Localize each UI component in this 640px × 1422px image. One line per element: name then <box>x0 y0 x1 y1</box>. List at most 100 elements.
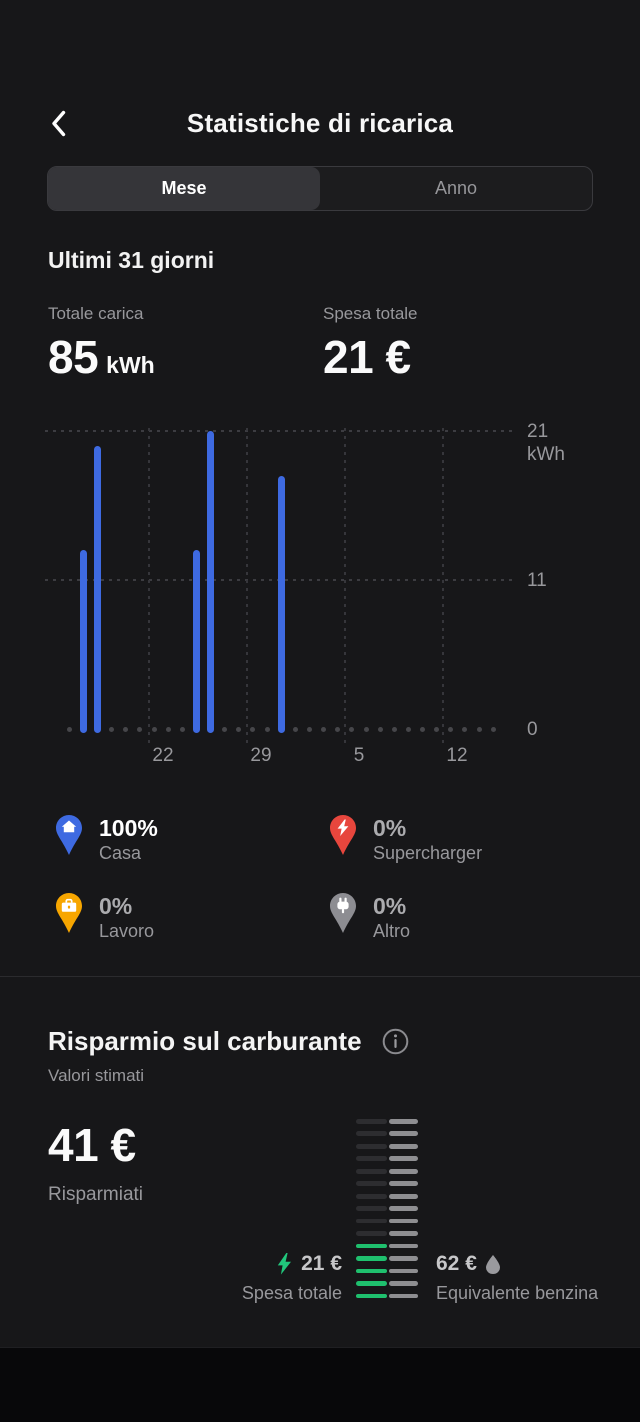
gasoline-cost-value: 62 € <box>436 1252 477 1275</box>
fuel-savings-subtitle: Valori stimati <box>48 1066 145 1085</box>
legend-item-lavoro: 0% Lavoro <box>56 893 154 943</box>
legend-item-casa: 100% Casa <box>56 815 158 865</box>
electric-cost-label: Spesa totale <box>241 1283 342 1303</box>
gauge-segment-electric <box>356 1156 387 1162</box>
legend-supercharger-percent: 0% <box>373 815 407 841</box>
period-title: Ultimi 31 giorni <box>48 247 215 273</box>
gauge-segment-gasoline <box>389 1168 418 1174</box>
gauge-segment-electric <box>356 1143 387 1149</box>
day-dot <box>420 726 426 732</box>
gauge-segment-electric <box>356 1168 387 1174</box>
period-segmented-control: Mese Anno <box>47 166 593 211</box>
gasoline-cost-row: 62 € <box>436 1252 500 1276</box>
x-axis-tick: 22 <box>152 745 174 766</box>
day-dot <box>236 726 242 732</box>
gauge-segment-electric <box>356 1206 387 1211</box>
day-dot <box>137 726 143 732</box>
gauge-segment-gasoline <box>389 1268 418 1274</box>
gauge-segment-gasoline <box>389 1131 418 1137</box>
day-dot <box>321 726 327 732</box>
gauge-segment-gasoline <box>389 1231 418 1236</box>
x-gridline <box>442 428 444 744</box>
gauge-segment-gasoline <box>389 1281 418 1286</box>
total-charge-value: 85 <box>48 331 99 383</box>
total-cost-label: Spesa totale <box>323 304 418 323</box>
y-axis-tick: 0 <box>527 719 538 740</box>
electric-cost-row: 21 € <box>142 1252 342 1276</box>
day-dot <box>250 726 256 732</box>
day-dot <box>377 726 383 732</box>
legend-lavoro-label: Lavoro <box>99 921 155 941</box>
page-title: Statistiche di ricarica <box>186 108 454 138</box>
x-gridline <box>344 428 346 744</box>
x-axis-tick: 29 <box>250 745 272 766</box>
total-charge-stat: Totale carica 85 kWh <box>48 304 155 380</box>
tab-anno[interactable]: Anno <box>434 178 478 198</box>
gauge-segment-gasoline <box>389 1218 418 1224</box>
day-dot <box>490 726 496 732</box>
electric-cost-value: 21 € <box>301 1252 342 1275</box>
charge-bar[interactable] <box>277 475 285 733</box>
day-dot <box>307 726 312 732</box>
gauge-segment-electric <box>356 1181 387 1187</box>
section-divider <box>0 976 640 977</box>
day-dot <box>151 726 157 732</box>
y-axis-tick: 21 <box>527 421 549 442</box>
day-dot <box>448 726 454 732</box>
charge-bar[interactable] <box>79 550 87 733</box>
fuel-savings-title: Risparmio sul carburante <box>48 1026 362 1056</box>
gauge-segment-electric <box>356 1281 387 1286</box>
day-dot <box>292 726 298 732</box>
gauge-segment-gasoline <box>389 1119 418 1124</box>
electric-cost-gauge <box>356 1119 387 1299</box>
legend-altro-percent: 0% <box>373 893 407 919</box>
x-gridline <box>148 428 150 744</box>
gauge-segment-gasoline <box>389 1156 418 1162</box>
day-dot <box>222 726 228 732</box>
day-dot <box>179 726 185 732</box>
gauge-segment-gasoline <box>389 1181 418 1187</box>
tab-mese[interactable]: Mese <box>48 167 320 210</box>
charge-bar[interactable] <box>207 431 215 733</box>
day-dot <box>405 726 411 732</box>
day-dot <box>165 726 171 732</box>
bottom-bar <box>0 1347 640 1422</box>
legend-casa-percent: 100% <box>99 815 158 841</box>
gauge-segment-gasoline <box>389 1256 418 1261</box>
total-cost-stat: Spesa totale 21 € <box>323 304 418 380</box>
y-gridline <box>45 430 516 432</box>
day-dot <box>476 726 482 732</box>
day-dot <box>264 726 270 732</box>
home-pin-icon <box>56 815 82 855</box>
day-dot <box>66 726 72 732</box>
supercharger-pin-icon <box>330 815 356 855</box>
charge-bar[interactable] <box>94 445 102 733</box>
legend-item-supercharger: 0% Supercharger <box>330 815 482 865</box>
fuel-drop-icon <box>485 1254 500 1274</box>
gauge-segment-electric <box>356 1231 387 1236</box>
info-icon[interactable] <box>382 1028 409 1055</box>
gauge-segment-electric <box>356 1243 387 1249</box>
saved-amount: 41 € <box>48 1119 136 1171</box>
total-charge-unit: kWh <box>106 352 155 378</box>
legend-lavoro-percent: 0% <box>99 893 133 919</box>
saved-label: Risparmiati <box>48 1184 144 1205</box>
legend-casa-label: Casa <box>99 843 142 863</box>
gauge-segment-electric <box>356 1193 387 1199</box>
total-charge-label: Totale carica <box>48 304 144 323</box>
back-button[interactable] <box>42 106 74 140</box>
charge-bar[interactable] <box>192 550 200 733</box>
bolt-icon <box>277 1253 292 1275</box>
day-dot <box>391 726 397 732</box>
gauge-segment-gasoline <box>389 1206 418 1211</box>
gauge-segment-gasoline <box>389 1243 418 1249</box>
gauge-segment-electric <box>356 1256 387 1261</box>
legend-item-altro: 0% Altro <box>330 893 410 943</box>
gauge-segment-electric <box>356 1119 387 1124</box>
day-dot <box>123 726 129 732</box>
x-axis-tick: 5 <box>353 745 365 766</box>
charging-bar-chart[interactable]: 21 kWh 11 0 22 29 5 12 <box>0 410 640 780</box>
y-axis-tick: 11 <box>527 570 547 591</box>
day-dot <box>349 726 355 732</box>
